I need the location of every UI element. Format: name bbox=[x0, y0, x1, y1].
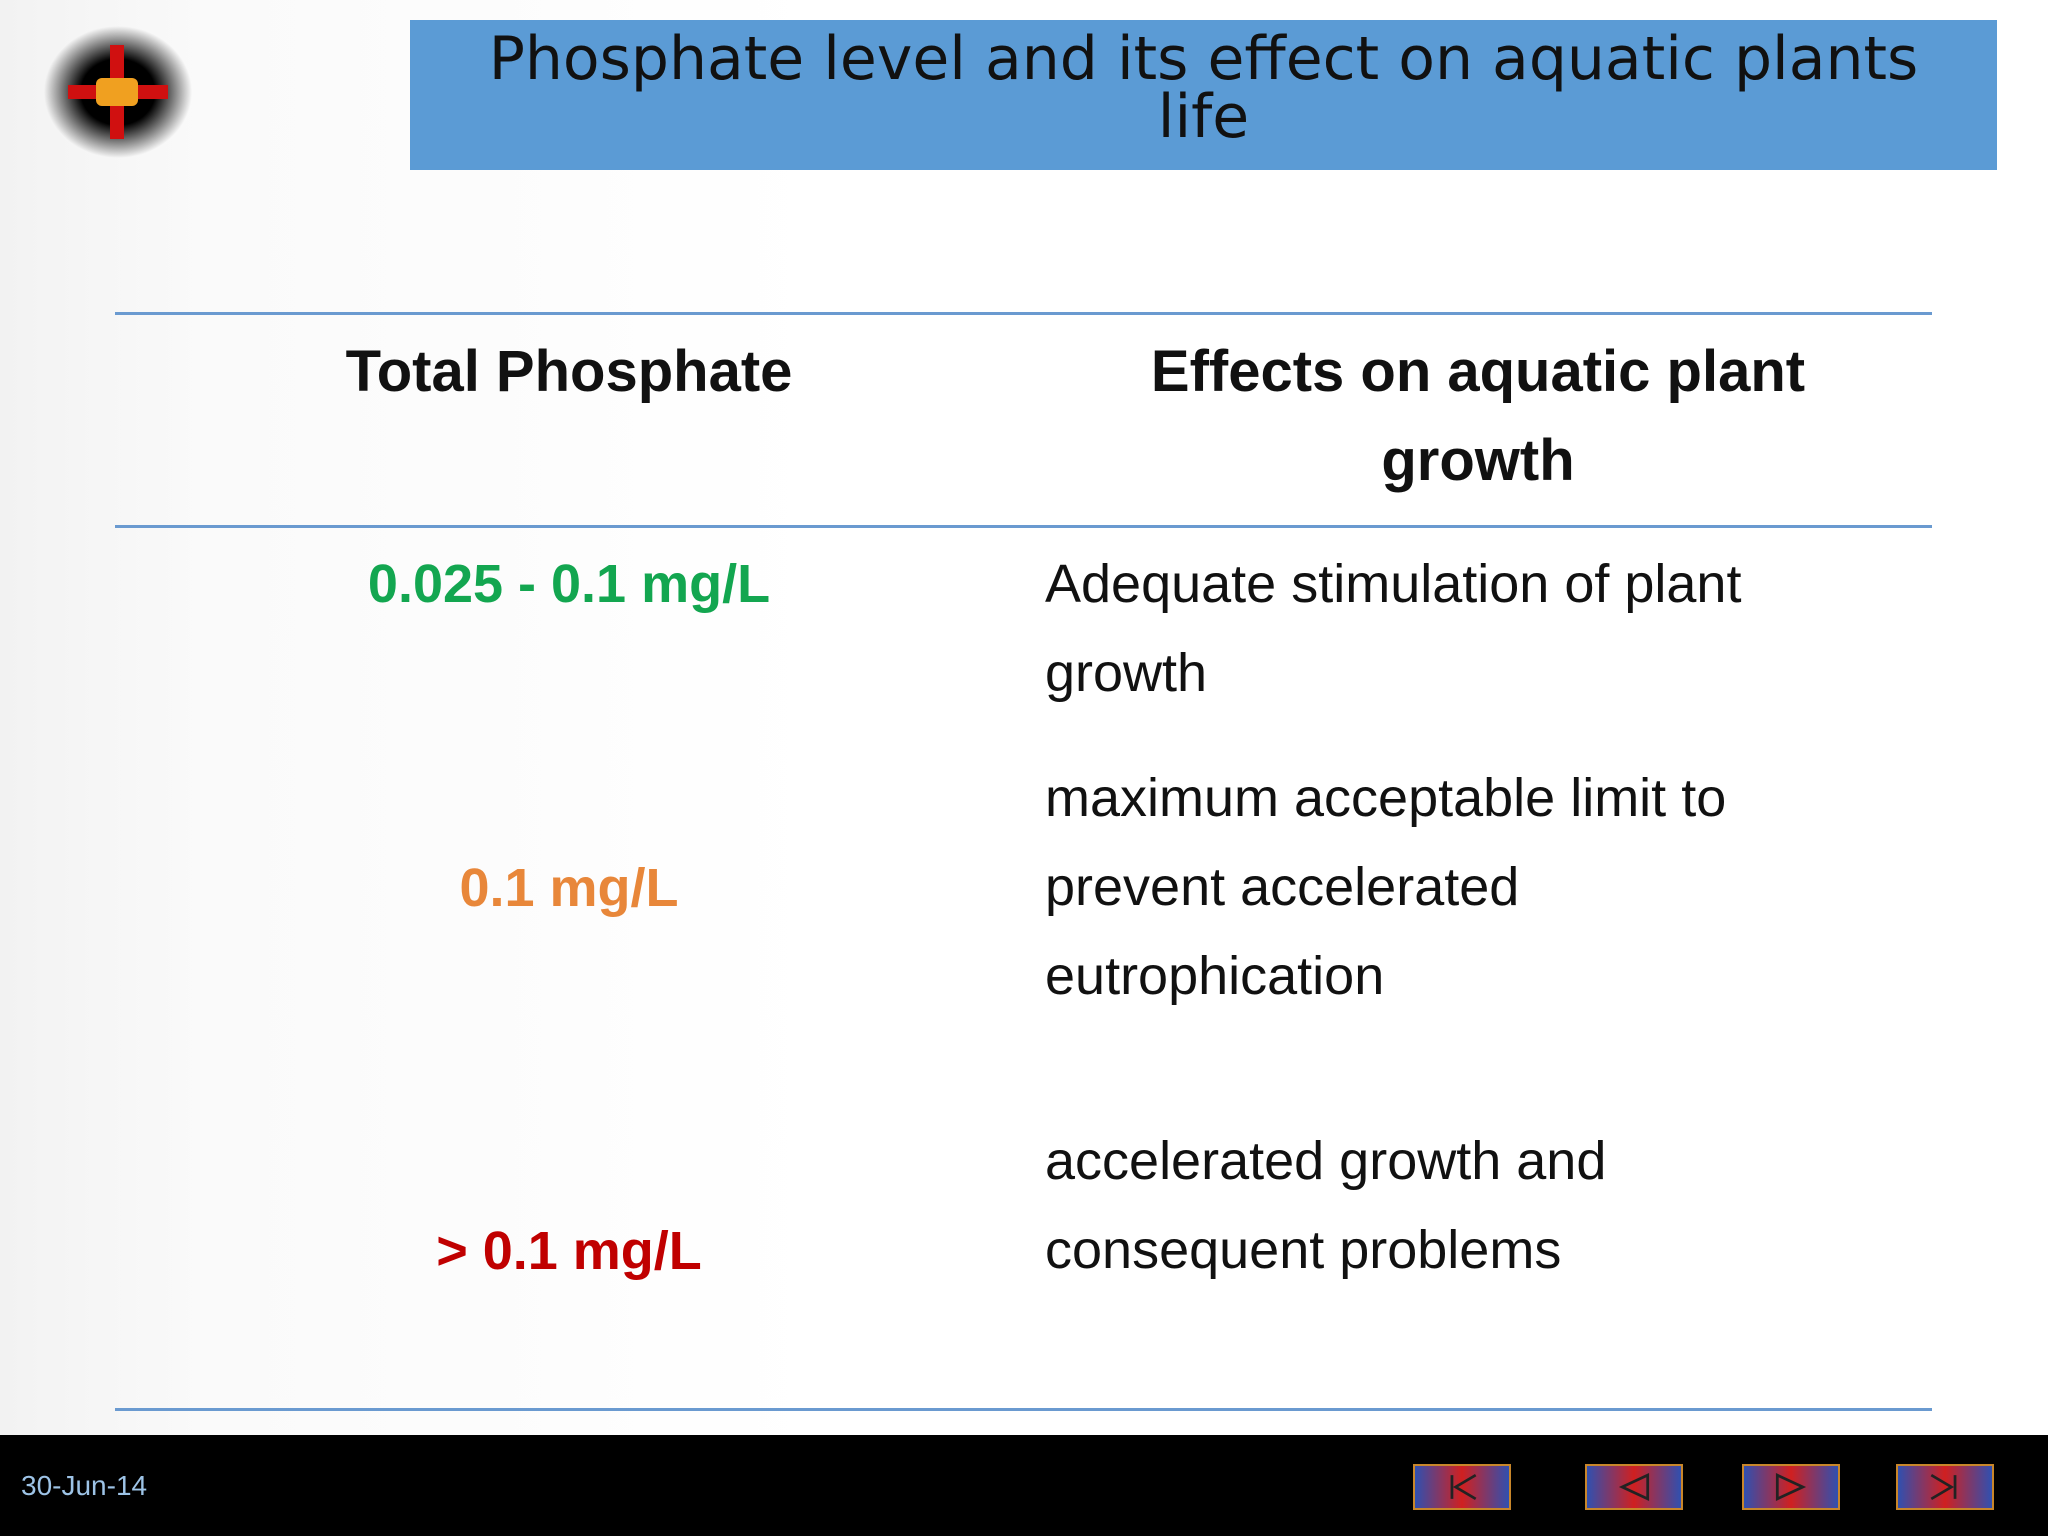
phosphate-level: 0.025 - 0.1 mg/L bbox=[367, 554, 771, 614]
column-header: Effects on aquatic plant growth bbox=[1150, 339, 1806, 493]
next-slide-button[interactable] bbox=[1742, 1464, 1840, 1510]
effect-text: maximum acceptable limit to prevent acce… bbox=[1045, 768, 1727, 1006]
phosphate-level: 0.1 mg/L bbox=[459, 858, 679, 918]
first-slide-button[interactable] bbox=[1413, 1464, 1511, 1510]
phosphate-level: > 0.1 mg/L bbox=[436, 1221, 702, 1281]
column-header: Total Phosphate bbox=[345, 339, 793, 404]
slide-title: Phosphate level and its effect on aquati… bbox=[410, 20, 1997, 170]
effect-text: accelerated growth and consequent proble… bbox=[1045, 1131, 1607, 1280]
table-rule bbox=[115, 312, 1932, 315]
previous-slide-button[interactable] bbox=[1585, 1464, 1683, 1510]
table-rule bbox=[115, 1408, 1932, 1411]
logo bbox=[44, 26, 192, 158]
effect-text: Adequate stimulation of plant growth bbox=[1045, 554, 1742, 703]
slide-date: 30-Jun-14 bbox=[21, 1470, 148, 1501]
last-slide-button[interactable] bbox=[1896, 1464, 1994, 1510]
footer-bar bbox=[0, 1435, 2048, 1536]
table-rule bbox=[115, 525, 1932, 528]
